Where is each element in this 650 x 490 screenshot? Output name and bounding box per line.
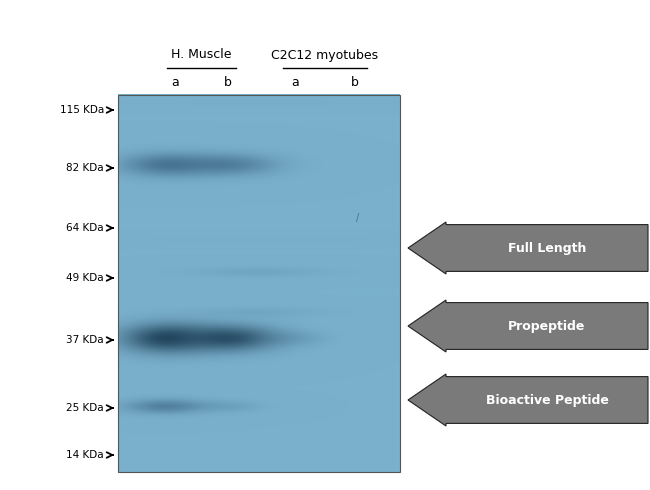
Bar [118,95,400,472]
Text: Full Length: Full Length [508,242,586,254]
Text: 49 KDa: 49 KDa [66,273,104,283]
Text: Propeptide: Propeptide [508,319,586,333]
Text: /: / [356,213,359,223]
Polygon shape [408,222,648,274]
Text: Bioactive Peptide: Bioactive Peptide [486,393,608,407]
Text: 37 KDa: 37 KDa [66,335,104,345]
Text: C2C12 myotubes: C2C12 myotubes [272,49,378,62]
Text: 25 KDa: 25 KDa [66,403,104,413]
Text: 115 KDa: 115 KDa [60,105,104,115]
Text: H. Muscle: H. Muscle [171,49,232,62]
Text: b: b [351,75,359,89]
Text: a: a [171,75,179,89]
Polygon shape [408,374,648,426]
Text: a: a [291,75,299,89]
Polygon shape [408,300,648,352]
Text: 14 KDa: 14 KDa [66,450,104,460]
Text: 64 KDa: 64 KDa [66,223,104,233]
Text: 82 KDa: 82 KDa [66,163,104,173]
Text: b: b [224,75,232,89]
